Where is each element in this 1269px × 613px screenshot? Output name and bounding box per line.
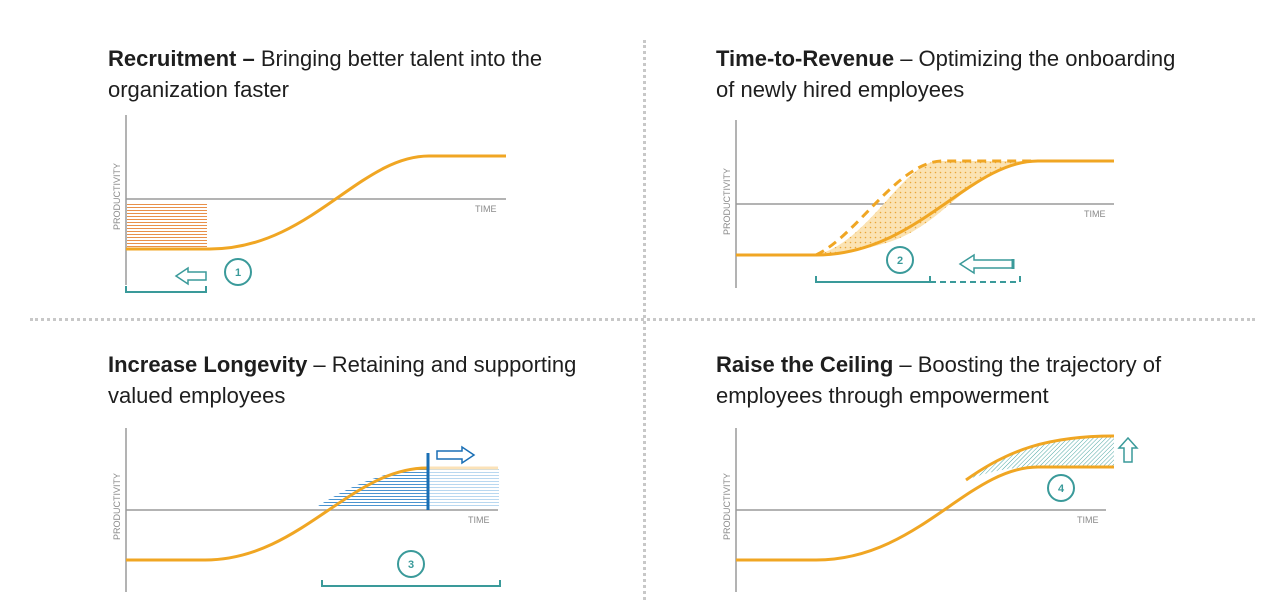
horizontal-divider [30,318,1255,321]
x-axis-label: TIME [475,204,497,214]
time-bracket [321,580,501,587]
optimized-curve [815,159,1114,257]
step-number: 1 [235,267,241,279]
panel-1-diagram: PRODUCTIVITY TIME 1 [112,115,506,293]
step-number: 2 [897,255,903,267]
panel-3-title: Increase Longevity – Retaining and suppo… [108,352,577,408]
panel-3-diagram: PRODUCTIVITY TIME 3 [112,428,501,592]
productivity-curve [126,466,498,562]
raised-curve [965,434,1115,482]
arrow-left-icon [958,253,1014,275]
productivity-curve [736,465,1114,562]
extended-area [429,468,499,508]
y-axis-label: PRODUCTIVITY [112,163,122,230]
panel-1-title: Recruitment – Bringing better talent int… [108,46,543,102]
time-bracket [815,276,931,283]
x-axis-label: TIME [468,515,490,525]
arrow-left-icon [174,266,207,286]
hatched-area [127,202,207,247]
arrow-up-icon [1117,436,1139,463]
step-circle [397,550,425,578]
panel-2-diagram: PRODUCTIVITY TIME 2 [722,120,1114,288]
y-axis-label: PRODUCTIVITY [722,168,732,235]
step-circle [1047,474,1075,502]
panel-4-diagram: PRODUCTIVITY TIME 4 [722,428,1139,592]
time-bracket-reduced [930,276,1021,283]
x-axis-label: TIME [1077,515,1099,525]
retention-area [315,468,427,508]
step-number: 3 [408,559,414,571]
x-axis-label: TIME [1084,209,1106,219]
step-circle [224,258,252,286]
productivity-curve [126,154,506,251]
time-bracket [125,286,207,293]
y-axis-label: PRODUCTIVITY [722,473,732,540]
productivity-curve [736,159,1114,257]
arrow-right-icon [436,445,476,465]
ceiling-area [966,436,1114,480]
panel-2-title: Time-to-Revenue – Optimizing the onboard… [716,46,1176,102]
step-number: 4 [1058,483,1065,495]
step-circle [886,246,914,274]
y-axis-label: PRODUCTIVITY [112,473,122,540]
panel-4-title: Raise the Ceiling – Boosting the traject… [716,352,1162,408]
improvement-area [816,161,1033,255]
